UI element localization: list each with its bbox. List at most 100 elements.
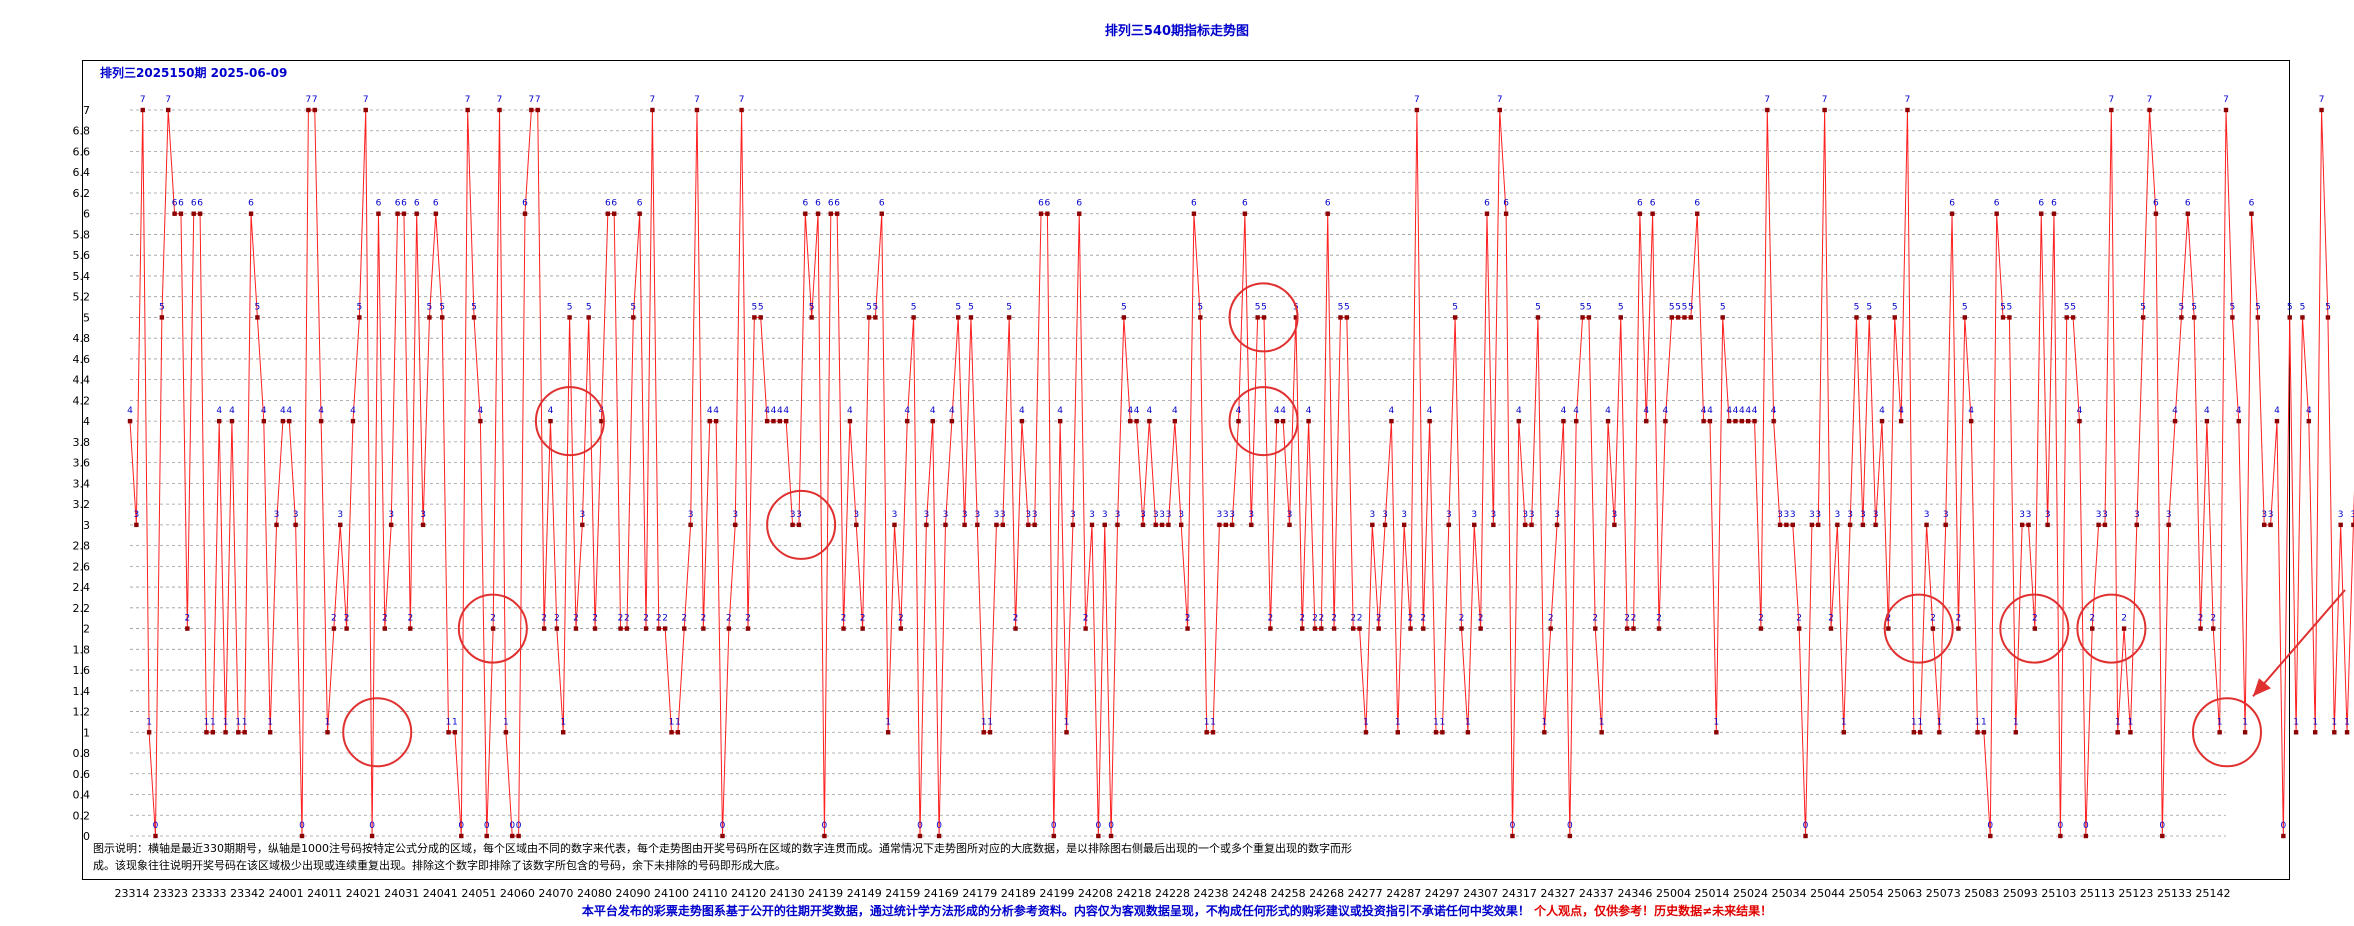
data-point [1943,522,1948,528]
data-label: 3 [1835,510,1841,520]
data-point [790,522,795,528]
data-label: 1 [2242,717,2248,727]
data-point [1089,522,1095,528]
data-point [2312,730,2318,735]
x-tick-label: 24080 [577,887,612,900]
y-tick-label: 3 [83,519,90,532]
data-point [166,107,171,113]
data-point [1153,522,1158,528]
data-point [1599,730,1604,735]
x-tick-label: 24120 [731,887,766,900]
data-label: 1 [2312,717,2318,727]
data-label: 5 [758,302,764,312]
data-label: 7 [2147,95,2153,105]
data-label: 2 [490,614,496,624]
data-label: 2 [554,614,560,624]
data-point [745,626,751,631]
data-point [1128,418,1133,424]
data-point [1675,315,1681,320]
data-label: 3 [337,510,343,520]
data-point [1682,315,1687,320]
data-point [2293,730,2299,735]
y-tick-label: 5.4 [73,270,91,283]
data-point [1854,315,1859,320]
data-point [611,211,617,216]
data-point [1605,418,1611,424]
data-point [2179,315,2184,320]
chart-title: 排列三540期指标走势图 [1104,24,1250,39]
data-label: 1 [235,717,241,727]
data-point [2147,107,2152,113]
data-point [822,833,827,839]
data-label: 7 [650,95,656,105]
data-label: 4 [713,406,719,416]
data-point [2217,730,2222,735]
data-point [1249,522,1254,528]
data-label: 0 [2057,821,2063,831]
data-point [1956,626,1961,631]
data-label: 1 [2344,717,2350,727]
data-point [236,730,241,735]
data-point [1561,418,1566,424]
data-point [924,522,929,528]
data-label: 5 [1006,302,1012,312]
data-point [414,211,419,216]
data-point [376,211,381,216]
data-point [369,833,375,839]
x-tick-label: 24169 [924,887,959,900]
data-label: 2 [898,614,904,624]
data-label: 2 [2198,614,2204,624]
plot-frame [82,60,2290,880]
y-tick-label: 6.4 [73,166,91,179]
data-point [1503,211,1509,216]
data-point [1433,730,1439,735]
data-label: 3 [2019,510,2025,520]
data-point [140,107,145,113]
data-point [452,730,458,735]
data-point [2083,833,2089,839]
data-point [1204,730,1209,735]
data-point [605,211,611,216]
x-tick-label: 25113 [2080,887,2115,900]
data-point [777,418,783,424]
data-label: 6 [1484,199,1490,209]
data-label: 5 [439,302,445,312]
data-point [1841,730,1846,735]
data-point [1618,315,1623,320]
data-label: 6 [1038,199,1044,209]
data-label: 1 [885,717,891,727]
data-point [2153,211,2159,216]
data-label: 5 [1962,302,1968,312]
data-label: 2 [1013,614,1019,624]
data-label: 1 [1911,717,1917,727]
data-point [586,315,591,320]
data-point [1178,522,1184,528]
data-label: 6 [2249,199,2255,209]
pointer-arrow [2252,589,2346,697]
data-label: 4 [1427,406,1433,416]
y-tick-label: 1 [83,726,90,739]
data-label: 5 [2230,302,2236,312]
data-label: 2 [541,614,547,624]
y-tick-label: 7 [83,104,90,117]
data-label: 4 [771,406,777,416]
data-label: 2 [2032,614,2038,624]
data-label: 3 [1790,510,1796,520]
data-point [898,626,904,631]
data-label: 7 [694,95,700,105]
data-point [395,211,400,216]
data-label: 3 [388,510,394,520]
data-label: 4 [2204,406,2210,416]
data-label: 3 [1287,510,1293,520]
data-label: 0 [1803,821,1809,831]
data-point [1389,418,1394,424]
x-tick-label: 24001 [269,887,304,900]
x-tick-label: 24189 [1001,887,1036,900]
data-point [1975,730,1980,735]
data-label: 2 [618,614,624,624]
data-label: 0 [1095,821,1101,831]
x-tick-label: 24060 [500,887,535,900]
data-label: 2 [344,614,350,624]
data-label: 4 [350,406,356,416]
data-point [956,315,961,320]
